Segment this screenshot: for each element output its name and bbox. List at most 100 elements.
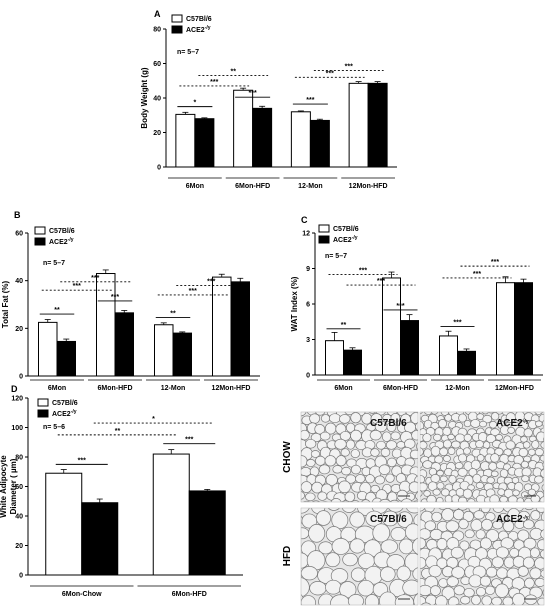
adipocyte xyxy=(492,597,502,605)
adipocyte xyxy=(351,465,360,474)
significance-label: *** xyxy=(473,271,481,278)
bar-c57bl6-1 xyxy=(97,274,116,376)
adipocyte xyxy=(500,496,508,502)
adipocyte xyxy=(513,593,525,606)
adipocyte xyxy=(543,436,550,442)
bar-ace2-0 xyxy=(195,119,214,167)
legend-entry: C57Bl/6 xyxy=(186,16,212,23)
x-category-label: 6Mon xyxy=(186,183,204,190)
adipocyte xyxy=(492,400,500,407)
adipocyte xyxy=(513,490,520,496)
bar-c57bl6-2 xyxy=(291,112,310,167)
sample-size-note: n= 5–7 xyxy=(325,253,347,260)
bar-c57bl6-1 xyxy=(383,278,401,375)
significance-label: *** xyxy=(111,294,119,301)
adipocyte xyxy=(320,432,330,440)
adipocyte xyxy=(295,528,309,539)
legend-swatch xyxy=(38,399,48,406)
adipocyte xyxy=(371,449,380,457)
adipocyte xyxy=(410,450,420,459)
y-tick-label: 40 xyxy=(153,96,161,103)
legend-swatch xyxy=(319,236,329,243)
adipocyte xyxy=(545,407,550,413)
adipocyte xyxy=(492,557,504,568)
adipocyte xyxy=(486,567,497,577)
adipocyte xyxy=(531,511,540,521)
adipocyte xyxy=(301,482,312,493)
adipocyte xyxy=(358,580,374,596)
adipocyte xyxy=(528,489,535,495)
adipocyte xyxy=(335,439,347,449)
adipocyte xyxy=(425,503,435,513)
panel-letter: B xyxy=(14,210,21,220)
adipocyte xyxy=(427,495,436,504)
adipocyte xyxy=(321,415,330,423)
significance-label: ** xyxy=(170,311,176,318)
adipocyte xyxy=(341,400,350,408)
significance-label: *** xyxy=(491,259,499,266)
tissue-tile-3 xyxy=(399,490,550,608)
adipocyte xyxy=(431,406,439,414)
adipocyte xyxy=(500,401,508,408)
adipocyte xyxy=(293,465,302,474)
adipocyte xyxy=(498,489,505,496)
bar-c57bl6-3 xyxy=(213,277,232,376)
adipocyte xyxy=(476,440,484,447)
adipocyte xyxy=(508,496,517,504)
y-axis-label: White Adipocyte xyxy=(0,455,8,518)
adipocyte xyxy=(523,520,534,529)
adipocyte xyxy=(386,474,395,482)
legend-swatch xyxy=(35,238,45,245)
x-category-label: 6Mon-HFD xyxy=(383,385,418,392)
legend-swatch xyxy=(38,410,48,417)
bar-ace2-1 xyxy=(253,108,272,167)
adipocyte xyxy=(305,439,316,448)
y-axis-label: Body Weight (g) xyxy=(140,67,149,129)
significance-label: * xyxy=(152,416,155,423)
bar-c57bl6-3 xyxy=(349,83,368,167)
legend-entry: ACE2-/y xyxy=(186,25,211,34)
panel-letter: C xyxy=(301,215,308,225)
adipocyte xyxy=(522,468,531,477)
y-tick-label: 80 xyxy=(153,27,161,34)
adipocyte xyxy=(309,397,320,406)
adipocyte xyxy=(524,429,533,437)
adipocyte xyxy=(440,476,447,482)
adipocyte xyxy=(530,548,539,558)
adipocyte xyxy=(310,581,327,595)
adipocyte xyxy=(399,539,413,554)
adipocyte xyxy=(437,538,447,549)
adipocyte xyxy=(418,483,427,491)
adipocyte xyxy=(452,398,461,407)
adipocyte xyxy=(500,469,508,477)
significance-label: *** xyxy=(210,79,218,86)
y-tick-label: 20 xyxy=(153,130,161,137)
legend-entry: ACE2-/y xyxy=(333,235,358,244)
adipocyte xyxy=(524,501,535,510)
adipocyte xyxy=(351,449,360,457)
adipocyte xyxy=(530,568,541,579)
significance-label: *** xyxy=(78,457,86,464)
x-category-label: 12-Mon xyxy=(161,385,186,392)
adipocyte xyxy=(516,398,525,407)
adipocyte xyxy=(306,459,315,466)
adipocyte xyxy=(295,405,307,416)
y-tick-label: 0 xyxy=(157,165,161,172)
x-category-label: 6Mon-HFD xyxy=(235,183,270,190)
adipocyte xyxy=(546,557,550,567)
y-tick-label: 120 xyxy=(11,396,23,403)
significance-label: *** xyxy=(377,278,385,285)
x-category-label: 12-Mon xyxy=(445,385,470,392)
adipocyte xyxy=(482,406,489,414)
adipocyte xyxy=(471,419,481,427)
adipocyte xyxy=(437,399,445,408)
adipocyte xyxy=(524,402,531,408)
adipocyte xyxy=(532,441,539,449)
adipocyte xyxy=(351,568,365,582)
adipocyte xyxy=(477,454,484,461)
adipocyte xyxy=(290,578,309,597)
x-category-label: 6Mon-HFD xyxy=(172,591,207,598)
adipocyte xyxy=(476,587,485,596)
adipocyte xyxy=(423,461,433,469)
adipocyte xyxy=(544,537,550,550)
